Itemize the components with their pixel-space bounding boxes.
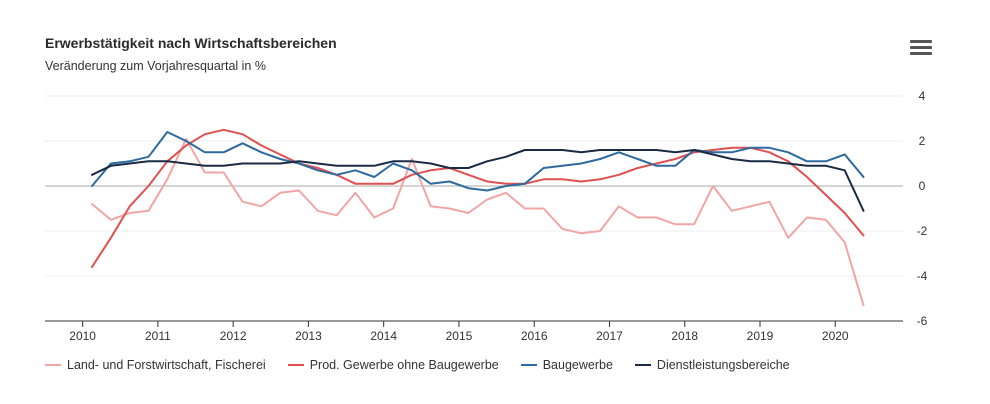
y-tick-label: 2 xyxy=(919,134,926,148)
y-tick-label: 4 xyxy=(919,89,926,103)
x-tick-label: 2013 xyxy=(295,329,322,343)
y-tick-label: -4 xyxy=(917,269,928,283)
legend-item-3[interactable]: Baugewerbe xyxy=(520,358,613,372)
hamburger-menu-icon[interactable] xyxy=(910,40,932,58)
series-line-1 xyxy=(91,137,865,307)
series-line-3 xyxy=(91,131,865,192)
x-tick-label: 2015 xyxy=(446,329,473,343)
legend-swatch xyxy=(45,364,61,366)
x-tick-label: 2017 xyxy=(596,329,623,343)
legend-item-4[interactable]: Dienstleistungsbereiche xyxy=(634,358,790,372)
x-tick-label: 2011 xyxy=(145,329,171,343)
x-tick-label: 2012 xyxy=(220,329,247,343)
series-line-4 xyxy=(91,149,865,212)
legend-label: Land- und Forstwirtschaft, Fischerei xyxy=(67,358,266,372)
menu-bar xyxy=(910,52,932,55)
legend-label: Prod. Gewerbe ohne Baugewerbe xyxy=(309,358,499,372)
x-tick-label: 2018 xyxy=(671,329,698,343)
legend-label: Dienstleistungsbereiche xyxy=(656,358,790,372)
x-tick-label: 2019 xyxy=(747,329,774,343)
legend-swatch xyxy=(287,364,304,366)
x-tick-label: 2010 xyxy=(69,329,96,343)
chart-title: Erwerbstätigkeit nach Wirtschaftsbereich… xyxy=(45,35,337,51)
legend-swatch xyxy=(634,364,651,366)
menu-bar xyxy=(910,46,932,49)
y-tick-label: -2 xyxy=(917,224,928,238)
series-line-2 xyxy=(91,128,865,268)
legend-swatch xyxy=(520,364,537,366)
x-tick-label: 2020 xyxy=(822,329,849,343)
chart-subtitle: Veränderung zum Vorjahresquartal in % xyxy=(45,59,266,73)
chart-legend: Land- und Forstwirtschaft, Fischerei Prod… xyxy=(45,358,812,372)
legend-item-2[interactable]: Prod. Gewerbe ohne Baugewerbe xyxy=(287,358,499,372)
y-tick-label: -6 xyxy=(917,314,928,328)
legend-item-1[interactable]: Land- und Forstwirtschaft, Fischerei xyxy=(45,358,266,372)
x-tick-label: 2014 xyxy=(370,329,397,343)
menu-bar xyxy=(910,40,932,43)
y-tick-label: 0 xyxy=(919,179,926,193)
legend-label: Baugewerbe xyxy=(542,358,613,372)
x-tick-label: 2016 xyxy=(521,329,548,343)
